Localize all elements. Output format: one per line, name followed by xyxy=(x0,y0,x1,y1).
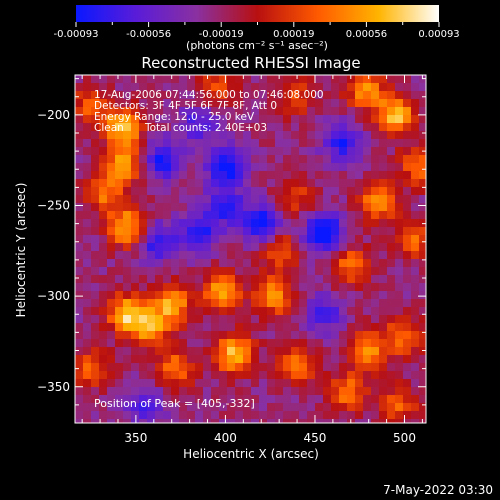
annotation-line: Detectors: 3F 4F 5F 6F 7F 8F, Att 0 xyxy=(94,100,277,112)
x-tick-label: 450 xyxy=(304,431,327,445)
colorbar-tick-label: 0.00056 xyxy=(346,29,387,40)
colorbar-tick-label: 0.00093 xyxy=(418,29,459,40)
annotations: 17-Aug-2006 07:44:56.000 to 07:46:08.000… xyxy=(94,89,324,134)
colorbar xyxy=(76,5,439,22)
y-tick-label: −200 xyxy=(37,108,70,122)
colorbar-tick-label: -0.00056 xyxy=(126,29,171,40)
y-tick-label: −300 xyxy=(37,289,70,303)
colorbar-tick-label: -0.00093 xyxy=(54,29,99,40)
y-axis: −200 −250 −300 −350 xyxy=(37,78,426,424)
colorbar-tick-label: 0.00019 xyxy=(273,29,314,40)
footer-date: 7-May-2022 03:30 xyxy=(383,483,493,497)
y-axis-label: Heliocentric Y (arcsec) xyxy=(14,183,28,318)
y-tick-label: −350 xyxy=(37,380,70,394)
x-axis-label: Heliocentric X (arcsec) xyxy=(183,447,319,461)
y-tick-label: −250 xyxy=(37,199,70,213)
peak-position-label: Position of Peak = [405,-332] xyxy=(94,397,255,410)
colorbar-ticks: -0.00093 -0.00056 -0.00019 0.00019 0.00056 0.… xyxy=(54,22,460,40)
x-axis: 350 400 450 500 xyxy=(81,75,423,445)
x-tick-label: 500 xyxy=(393,431,416,445)
annotation-line: 17-Aug-2006 07:44:56.000 to 07:46:08.000 xyxy=(94,89,324,101)
x-tick-label: 350 xyxy=(124,431,147,445)
colorbar-tick-label: -0.00019 xyxy=(199,29,244,40)
plot-frame xyxy=(74,74,427,424)
x-tick-label: 400 xyxy=(214,431,237,445)
annotation-line: Clean xyxy=(94,122,124,134)
annotation-line: Energy Range: 12.0 - 25.0 keV xyxy=(94,111,255,123)
annotation-line: Total counts: 2.40E+03 xyxy=(144,122,267,134)
heatmap-image xyxy=(75,75,426,423)
chart-title: Reconstructed RHESSI Image xyxy=(141,54,360,72)
colorbar-label: (photons cm⁻² s⁻¹ asec⁻²) xyxy=(186,39,328,52)
